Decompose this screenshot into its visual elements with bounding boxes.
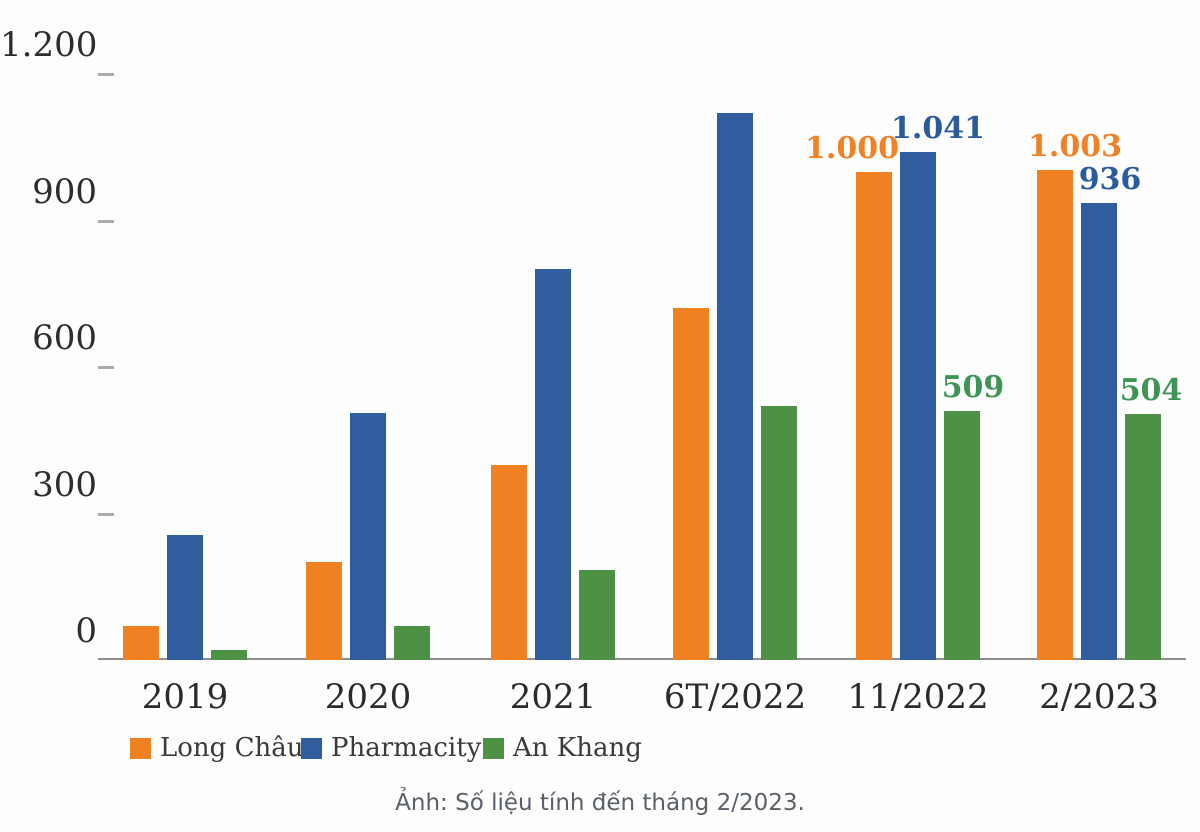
x-axis-label-2019: 2019: [141, 677, 229, 717]
chart-caption: Ảnh: Số liệu tính đến tháng 2/2023.: [395, 790, 805, 816]
legend-item-long-chau: Long Châu: [130, 734, 303, 762]
x-axis-label-2-2023: 2/2023: [1039, 677, 1159, 717]
bar-long-chau-2021: [491, 465, 527, 660]
bar-an-khang-2019: [211, 650, 247, 660]
bar-an-khang-2-2023: [1125, 414, 1161, 660]
bar-long-chau-2020: [306, 562, 342, 660]
y-axis-tick-900: [98, 219, 114, 223]
bar-long-chau-2-2023: [1037, 170, 1073, 660]
y-axis-label-300: 300: [32, 464, 97, 505]
bar-long-chau-6t-2022: [673, 308, 709, 660]
bar-pharmacity-2020: [350, 413, 386, 660]
legend-item-pharmacity: Pharmacity: [301, 734, 481, 762]
y-axis-label-900: 900: [32, 171, 97, 212]
bar-pharmacity-2019: [167, 535, 203, 660]
bar-pharmacity-2-2023: [1081, 203, 1117, 660]
y-axis-label-600: 600: [32, 318, 97, 358]
x-axis-label-6t-2022: 6T/2022: [663, 677, 807, 717]
x-axis-label-2020: 2020: [324, 677, 412, 717]
bar-long-chau-2019: [123, 626, 159, 660]
value-label-an-khang-11-2022: 509: [941, 370, 1005, 405]
y-axis-tick-1.200: [98, 73, 114, 76]
bar-an-khang-6t-2022: [761, 406, 797, 660]
value-label-pharmacity-11-2022: 1.041: [891, 111, 985, 146]
y-axis-label-0: 0: [75, 611, 97, 651]
value-label-an-khang-2-2023: 504: [1119, 373, 1183, 408]
legend-swatch-an-khang: [483, 737, 504, 759]
bar-pharmacity-11-2022: [900, 152, 936, 660]
legend-label-an-khang: An Khang: [513, 733, 642, 763]
bar-an-khang-11-2022: [944, 411, 980, 660]
bar-pharmacity-6t-2022: [717, 113, 753, 660]
y-axis-label-1.200: 1.200: [0, 25, 98, 65]
value-label-long-chau-2-2023: 1.003: [1028, 129, 1122, 164]
legend-label-long-chau: Long Châu: [160, 733, 304, 763]
legend-swatch-long-chau: [130, 737, 151, 759]
x-axis-label-11-2022: 11/2022: [847, 677, 989, 717]
x-axis-line: [98, 658, 1186, 660]
legend-label-pharmacity: Pharmacity: [331, 733, 482, 763]
y-axis-tick-600: [98, 366, 114, 369]
value-label-pharmacity-2-2023: 936: [1078, 162, 1142, 197]
bar-pharmacity-2021: [535, 269, 571, 660]
x-axis-label-2021: 2021: [509, 677, 597, 717]
bar-an-khang-2020: [394, 626, 430, 660]
bar-long-chau-11-2022: [856, 172, 892, 660]
y-axis-tick-300: [98, 512, 114, 516]
bar-an-khang-2021: [579, 570, 615, 660]
value-label-long-chau-11-2022: 1.000: [805, 131, 899, 166]
legend-item-an-khang: An Khang: [483, 734, 642, 762]
legend-swatch-pharmacity: [301, 737, 322, 759]
